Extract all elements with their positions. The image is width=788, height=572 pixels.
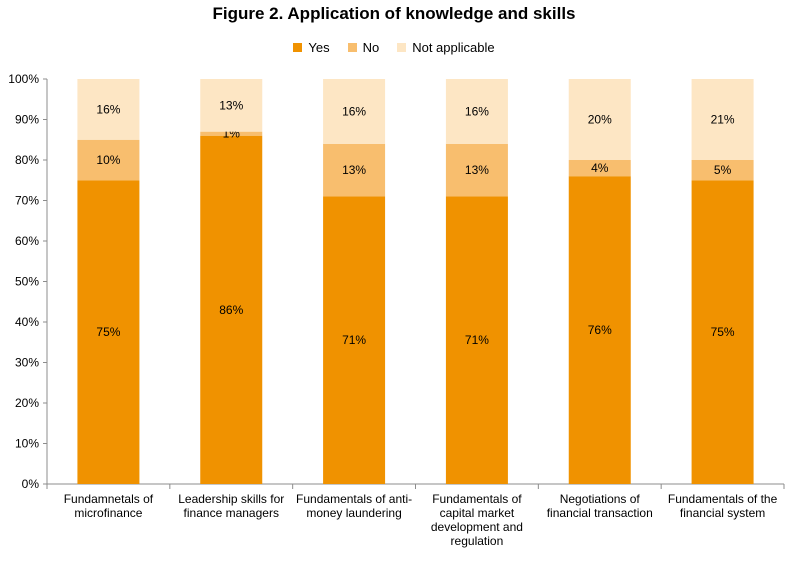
legend-swatch-yes [293,43,303,52]
bar-segment-no [77,139,140,181]
y-tick-label: 70% [15,194,39,208]
legend-item-yes: Yes [293,40,330,55]
bar-segment-not-applicable [691,79,754,160]
bar-segment-yes [445,196,508,484]
x-tick-label: money laundering [306,506,401,520]
y-tick-label: 60% [15,234,39,248]
legend-swatch-not-applicable [397,43,407,52]
data-label: 16% [96,102,120,116]
data-label: 75% [96,325,120,339]
data-label: 5% [714,163,732,177]
data-label: 71% [465,333,489,347]
legend-item-no: No [347,40,380,55]
x-tick-label: Fundamentals of [432,492,522,506]
y-tick-label: 30% [15,356,39,370]
data-label: 13% [465,163,489,177]
x-tick-label: regulation [451,534,504,548]
x-tick-label: Fundamentals of anti- [296,492,412,506]
x-tick-label: development and [431,520,523,534]
bar-segment-yes [568,176,631,484]
legend-swatch-no [347,43,357,52]
data-label: 10% [96,153,120,167]
y-tick-label: 80% [15,153,39,167]
data-label: 4% [591,161,609,175]
legend-item-not-applicable: Not applicable [397,40,495,55]
x-tick-label: financial system [680,506,765,520]
data-label: 76% [588,323,612,337]
y-tick-label: 100% [8,72,39,86]
bar-segment-no [568,160,631,177]
data-label: 75% [711,325,735,339]
y-tick-label: 90% [15,113,39,127]
bar-segment-no [200,131,263,136]
x-tick-label: Negotiations of [560,492,641,506]
legend-label-not-applicable: Not applicable [412,40,495,55]
y-tick-label: 10% [15,437,39,451]
bar-segment-yes [77,180,140,484]
data-label: 71% [342,333,366,347]
data-label: 86% [219,303,243,317]
legend-label-no: No [362,40,380,55]
x-tick-label: Leadership skills for [178,492,284,506]
x-tick-label: capital market [440,506,515,520]
chart-title: Figure 2. Application of knowledge and s… [212,4,576,23]
x-tick-label: financial transaction [547,506,653,520]
bar-segment-not-applicable [77,79,140,140]
data-label: 21% [711,113,735,127]
y-tick-label: 50% [15,275,39,289]
y-tick-label: 20% [15,396,39,410]
bar-segment-not-applicable [200,79,263,132]
data-label: 20% [588,113,612,127]
legend-label-yes: Yes [308,40,330,55]
x-tick-label: Fundamentals of the [668,492,778,506]
bar-segment-not-applicable [568,79,631,160]
bar-segment-no [691,160,754,181]
x-tick-label: microfinance [74,506,142,520]
x-tick-label: finance managers [184,506,279,520]
data-label: 13% [219,98,243,112]
x-tick-label: Fundamnetals of [64,492,154,506]
bar-segment-yes [691,180,754,484]
data-label: 16% [465,104,489,118]
y-tick-label: 0% [22,477,40,491]
bar-segment-yes [323,196,386,484]
data-label: 16% [342,104,366,118]
bar-segment-yes [200,135,263,484]
bar-segment-not-applicable [323,79,386,144]
bar-segment-not-applicable [445,79,508,144]
legend: Yes No Not applicable [0,40,788,55]
bar-segment-no [445,143,508,197]
bar-segment-no [323,143,386,197]
y-tick-label: 40% [15,315,39,329]
data-label: 13% [342,163,366,177]
